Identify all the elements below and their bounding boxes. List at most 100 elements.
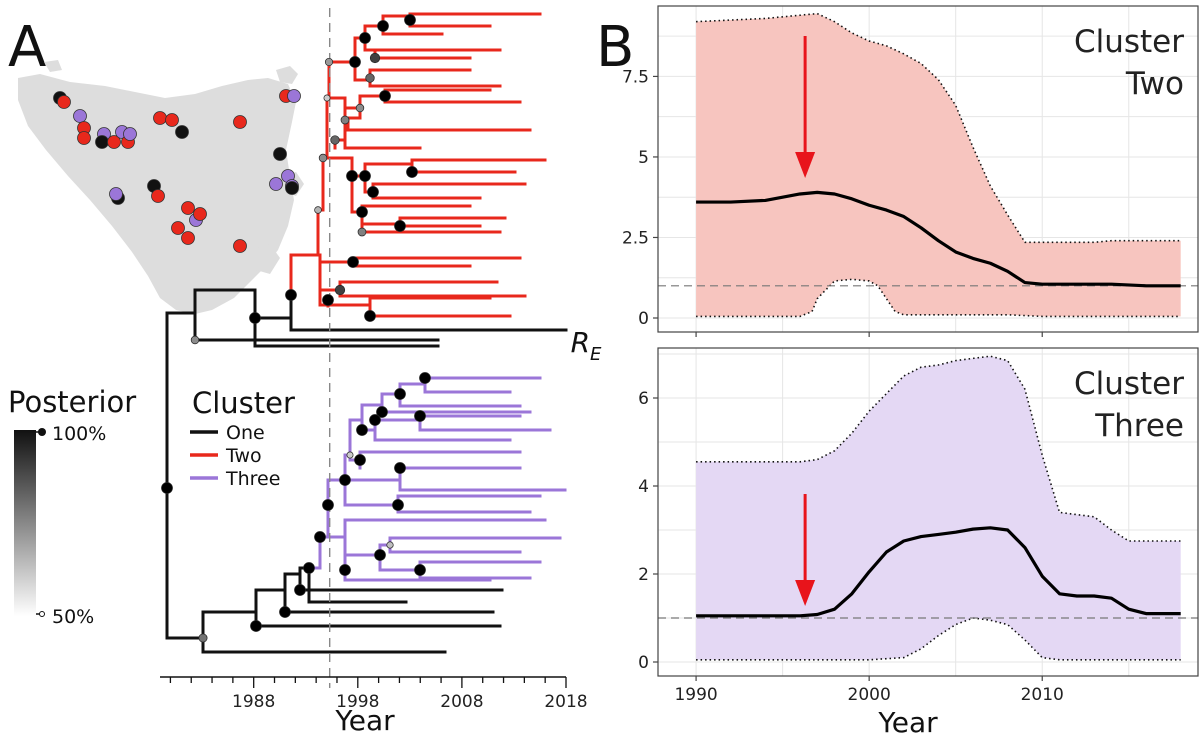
median-re-line <box>696 526 1181 618</box>
y-tick-label: 7.5 <box>622 67 649 87</box>
sample-point-three <box>269 177 283 191</box>
posterior-node <box>365 73 375 83</box>
legend-entry-three: Three <box>225 468 280 490</box>
sample-point-two <box>165 113 179 127</box>
posterior-legend-title: Posterior <box>8 385 136 419</box>
y-tick-label: 0 <box>638 309 649 329</box>
posterior-node <box>349 56 361 68</box>
sample-points <box>53 89 301 253</box>
credible-interval-band <box>696 13 1181 317</box>
posterior-node <box>406 166 418 178</box>
posterior-node <box>347 256 359 268</box>
posterior-node <box>356 206 368 218</box>
sample-point-two <box>233 115 247 129</box>
sample-point-two <box>107 135 121 149</box>
y-tick-label: 4 <box>638 477 649 497</box>
posterior-min-dot <box>39 611 45 617</box>
posterior-node <box>414 564 426 576</box>
posterior-node <box>355 103 365 113</box>
sample-point-three <box>73 109 87 123</box>
posterior-node <box>374 549 386 561</box>
plot-title-line2: Three <box>1094 408 1184 444</box>
posterior-node <box>369 414 381 426</box>
posterior-node <box>161 482 173 494</box>
posterior-node <box>323 94 331 102</box>
b-x-tick-label: 2000 <box>848 685 891 705</box>
sample-point-two <box>181 231 195 245</box>
cluster-legend-title: Cluster <box>192 386 295 420</box>
panel-b-label: B <box>596 15 634 80</box>
y-tick-label: 0 <box>638 653 649 673</box>
upper-bound-line <box>696 12 1181 244</box>
posterior-node <box>339 474 351 486</box>
map-island-northwest <box>44 60 62 72</box>
posterior-node <box>414 410 426 422</box>
phylogenetic-tree <box>165 12 568 654</box>
sample-point-two <box>57 95 71 109</box>
sample-point-one <box>175 125 189 139</box>
legend-entry-two: Two <box>225 445 262 467</box>
posterior-node <box>279 606 291 618</box>
sample-point-three <box>287 89 301 103</box>
y-tick-label: 6 <box>638 389 649 409</box>
posterior-node <box>198 633 208 643</box>
tree-x-tick-label: 2018 <box>544 692 587 712</box>
y-tick-label: 2 <box>638 565 649 585</box>
sample-point-two <box>153 111 167 125</box>
upper-bound-line <box>696 355 1181 542</box>
tasmania-map <box>18 60 304 314</box>
cluster-legend: Cluster One Two Three <box>190 386 295 490</box>
sample-point-two <box>77 131 91 145</box>
posterior-node <box>392 499 404 511</box>
posterior-node <box>330 135 340 145</box>
panel-a-label: A <box>8 15 46 80</box>
posterior-node <box>394 220 406 232</box>
posterior-node <box>364 310 376 322</box>
posterior-node <box>357 227 367 237</box>
map-island-north <box>276 66 298 84</box>
sample-point-two <box>151 189 165 203</box>
tree-time-axis: 1988 1998 2008 2018 <box>160 676 588 712</box>
plot-title-line1: Cluster <box>1074 24 1184 60</box>
legend-entry-one: One <box>226 422 265 444</box>
posterior-node <box>303 562 315 574</box>
posterior-max-dot <box>38 428 46 436</box>
credible-interval-band <box>696 356 1181 660</box>
b-x-axis-title: Year <box>877 706 938 739</box>
sample-point-three <box>123 127 137 141</box>
posterior-node <box>379 90 391 102</box>
posterior-node <box>354 454 366 466</box>
posterior-node <box>340 115 350 125</box>
cluster-two-plot: 0 2.5 5 7.5 Cluster Two <box>622 5 1199 337</box>
posterior-nodes <box>161 14 431 643</box>
plot-frame <box>657 5 1199 333</box>
arrow-head <box>795 580 816 606</box>
posterior-node <box>404 14 416 26</box>
posterior-node <box>322 294 334 306</box>
plot-frame <box>657 347 1199 677</box>
posterior-node <box>339 564 351 576</box>
posterior-node <box>394 462 406 474</box>
sample-point-two <box>171 221 185 235</box>
posterior-node <box>346 451 354 459</box>
posterior-node <box>314 531 326 543</box>
plot-title-line2: Two <box>1125 66 1184 102</box>
y-tick-label: 2.5 <box>622 228 649 248</box>
plot-title-line1: Cluster <box>1074 366 1184 402</box>
sample-point-one <box>95 135 109 149</box>
y-tick-label: 5 <box>638 148 649 168</box>
posterior-node <box>294 584 306 596</box>
posterior-min-label: 50% <box>52 606 94 628</box>
tree-x-tick-label: 1998 <box>336 692 379 712</box>
posterior-node <box>359 170 371 182</box>
sample-point-two <box>233 239 247 253</box>
posterior-node <box>356 424 368 436</box>
posterior-node <box>322 499 334 511</box>
posterior-node <box>346 170 358 182</box>
posterior-node <box>314 206 322 214</box>
re-axis-title: RE <box>571 326 602 365</box>
posterior-node <box>250 620 262 632</box>
sample-point-two <box>181 201 195 215</box>
posterior-node <box>419 372 431 384</box>
